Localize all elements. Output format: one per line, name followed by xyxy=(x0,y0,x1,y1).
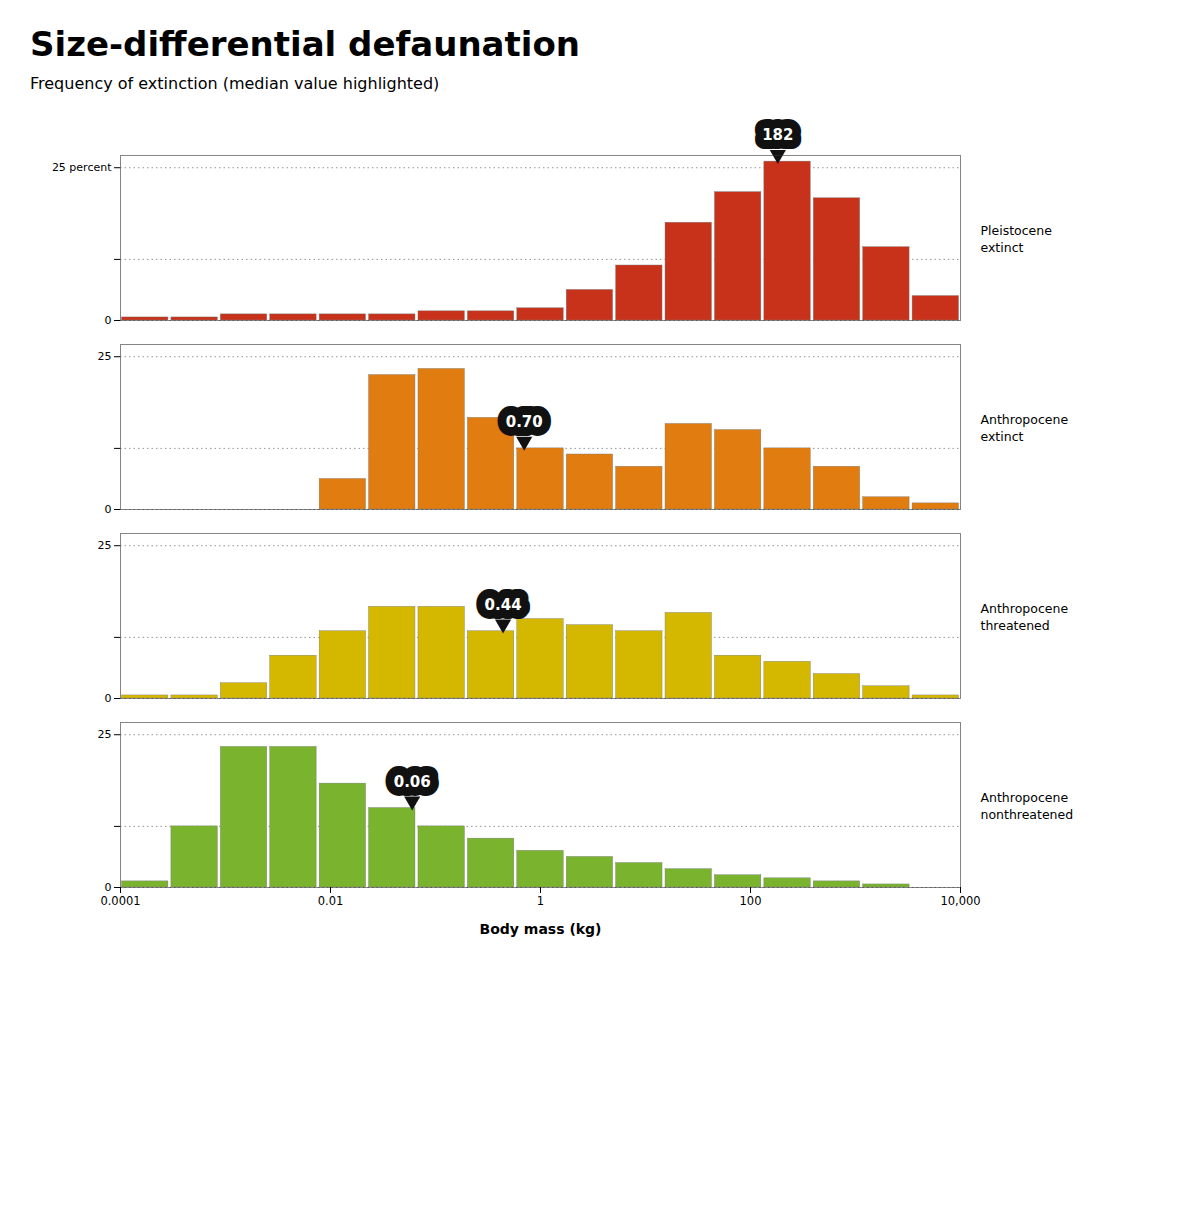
svg-text:25: 25 xyxy=(98,728,112,741)
svg-text:10,000: 10,000 xyxy=(940,894,980,908)
svg-text:0.01: 0.01 xyxy=(318,894,344,908)
html-text:Size-differential defaunation: Size-differential defaunation xyxy=(30,24,580,64)
svg-text:Pleistoceneextinct: Pleistoceneextinct xyxy=(981,223,1053,256)
svg-text:0.70: 0.70 xyxy=(506,413,543,431)
svg-text:0: 0 xyxy=(105,692,112,705)
svg-text:100: 100 xyxy=(740,894,762,908)
svg-text:0.0001: 0.0001 xyxy=(100,894,140,908)
html-text:Frequency of extinction (media: Frequency of extinction (median value hi… xyxy=(30,74,440,93)
svg-text:Anthropocenenonthreatened: Anthropocenenonthreatened xyxy=(981,790,1074,823)
svg-text:Anthropoceneextinct: Anthropoceneextinct xyxy=(981,412,1069,445)
svg-text:Body mass (kg): Body mass (kg) xyxy=(479,921,601,937)
svg-text:0: 0 xyxy=(105,314,112,327)
svg-text:0: 0 xyxy=(105,503,112,516)
svg-text:25: 25 xyxy=(98,350,112,363)
svg-text:25: 25 xyxy=(98,539,112,552)
svg-text:Anthropocenethreatened: Anthropocenethreatened xyxy=(981,601,1069,634)
svg-text:0: 0 xyxy=(105,881,112,894)
svg-text:0.44: 0.44 xyxy=(485,596,522,614)
svg-text:182: 182 xyxy=(762,126,793,144)
svg-text:1: 1 xyxy=(537,894,544,908)
svg-text:0.06: 0.06 xyxy=(394,773,431,791)
svg-text:25 percent: 25 percent xyxy=(52,161,112,174)
